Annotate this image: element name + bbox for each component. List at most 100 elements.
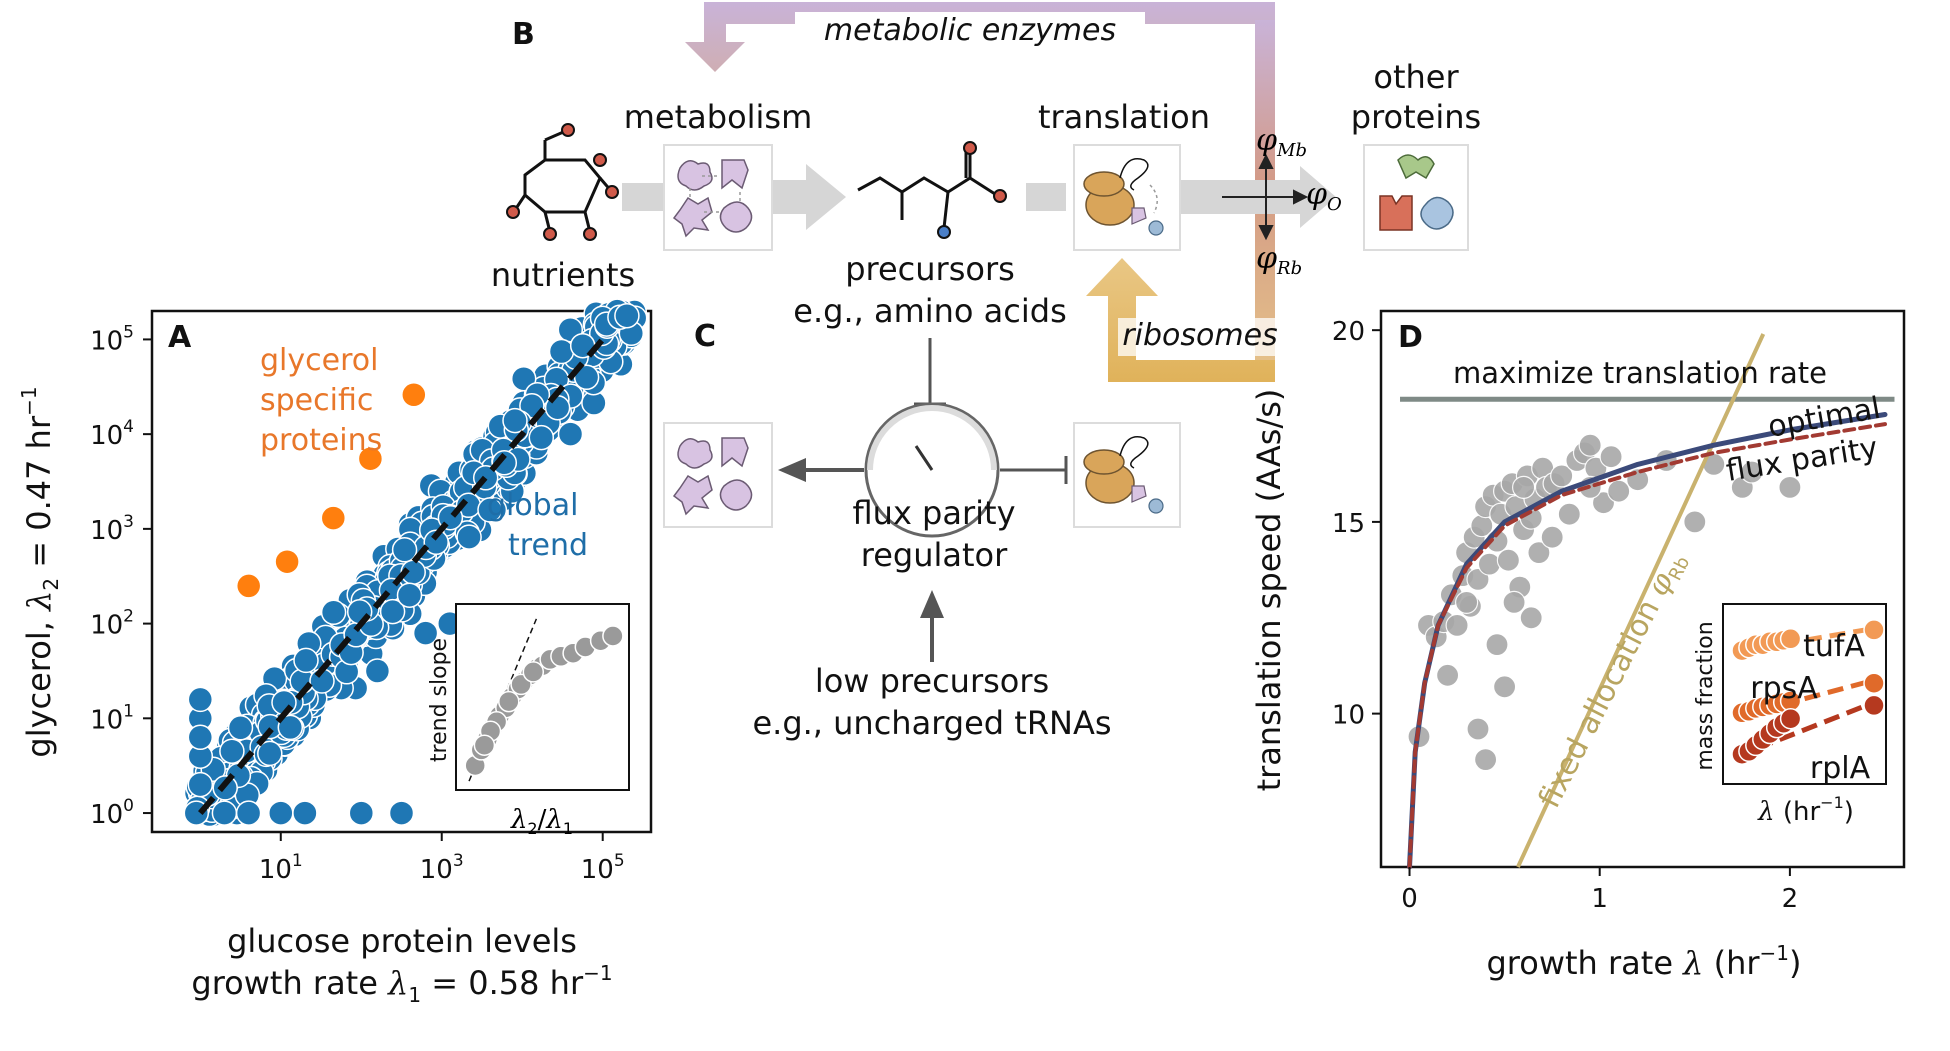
global-point: [412, 620, 439, 646]
flux-parity-curve: [1407, 422, 1887, 869]
data-point: [1435, 663, 1460, 687]
panel-d-inset-plot: [1731, 619, 1885, 765]
inset-tufA-label: tufA: [1803, 629, 1865, 664]
low-precursors-example-label: e.g., uncharged tRNAs: [752, 704, 1111, 742]
x-tick-label: 103: [420, 851, 464, 885]
y-tick-label: 20: [1332, 317, 1365, 347]
translation-label: translation: [1038, 98, 1210, 136]
global-point: [292, 800, 318, 826]
global-point: [293, 647, 319, 674]
panel-b: B metabolic enzymes ribosomes: [491, 2, 1481, 382]
inset-rpsA-label: rpsA: [1750, 671, 1818, 706]
panel-a-frame: [150, 309, 653, 834]
y-tick-label: 105: [90, 322, 134, 356]
fixed-allocation-label: fixed allocation φRb: [1532, 546, 1694, 815]
inset-d-ylabel: mass fraction: [1693, 621, 1718, 770]
flux-arrow-3: [1026, 183, 1066, 211]
inset-d-xlabel: λ (hr−1): [1757, 793, 1854, 827]
phi-mb-label: φMb: [1256, 123, 1307, 161]
x-tick-label: 0: [1401, 884, 1418, 914]
global-label: global trend: [487, 488, 588, 563]
other-proteins-label-1: other: [1373, 58, 1459, 96]
glucose-molecule-icon: [506, 123, 619, 241]
panel-d-xlabel: growth rate λ (hr−1): [1486, 941, 1801, 982]
global-point: [277, 714, 304, 741]
panel-a-ticks: 101 103 105 100 101 102 103 104 105: [90, 322, 625, 885]
global-point: [187, 724, 214, 751]
global-point: [548, 338, 575, 365]
allocation-arrows: [1222, 153, 1309, 241]
regulator-label-2: regulator: [861, 536, 1008, 574]
inset-point-rpsA: [1863, 672, 1885, 694]
metabolic-enzymes-label: metabolic enzymes: [824, 13, 1116, 48]
inset-point-tufA: [1779, 628, 1802, 650]
amino-acid-molecule-icon: [857, 141, 1007, 239]
global-point: [219, 738, 245, 764]
inset-rplA-label: rplA: [1810, 751, 1871, 786]
data-point: [1473, 747, 1498, 772]
global-point: [379, 598, 406, 625]
data-point: [1466, 717, 1490, 741]
data-point: [1445, 613, 1469, 638]
panel-a-ylabel: glycerol, λ2 = 0.47 hr−1: [17, 386, 63, 757]
x-tick-label: 105: [581, 851, 625, 885]
global-point: [187, 686, 214, 713]
y-tick-label: 100: [90, 796, 134, 830]
panel-a-inset-points: [464, 618, 624, 782]
global-point: [257, 740, 283, 767]
flux-arrow-2: [772, 164, 846, 230]
global-point: [348, 800, 375, 826]
global-point: [614, 302, 640, 329]
precursors-example-label: e.g., amino acids: [793, 292, 1066, 330]
specific-point: [320, 505, 347, 531]
panel-d-ylabel: translation speed (AAs/s): [1250, 389, 1288, 792]
data-point: [1454, 590, 1479, 615]
ribosome-icon: [1073, 144, 1181, 251]
global-point: [396, 582, 423, 608]
activation-arrowhead: [778, 458, 806, 482]
inset-a-xlabel: λ2/λ1: [510, 805, 573, 838]
specific-point: [357, 445, 384, 472]
data-point: [1683, 510, 1707, 534]
global-point: [187, 771, 214, 798]
y-tick-label: 15: [1332, 509, 1365, 539]
inset-point: [522, 661, 545, 683]
specific-point: [235, 573, 262, 599]
global-point: [477, 497, 503, 523]
other-proteins-label-2: proteins: [1351, 98, 1481, 136]
data-point: [1502, 590, 1526, 615]
data-point: [1511, 475, 1536, 499]
panel-d-plot: [1400, 333, 1895, 870]
data-point: [1477, 552, 1502, 576]
y-tick-label: 104: [90, 417, 134, 451]
panel-d-label: D: [1398, 320, 1423, 355]
metabolic-enzymes-arrow: [685, 2, 1275, 140]
inset-a-ylabel: trend slope: [427, 638, 452, 762]
ribosomes-label: ribosomes: [1122, 318, 1277, 353]
panel-d-frame: [1379, 309, 1906, 869]
fixed-allocation-line: [1516, 333, 1766, 868]
y-tick-label: 101: [90, 701, 134, 735]
specific-label: glycerol specific proteins: [260, 343, 388, 458]
x-tick-label: 101: [259, 851, 303, 885]
data-point: [1607, 479, 1631, 503]
phi-o-label: φO: [1306, 177, 1342, 215]
y-tick-label: 102: [90, 607, 134, 641]
panel-a-points: [183, 298, 648, 828]
global-point: [227, 715, 254, 741]
panel-b-label: B: [512, 17, 535, 52]
max-rate-label: maximize translation rate: [1453, 356, 1827, 390]
global-point: [456, 524, 482, 550]
panel-c-label: C: [694, 319, 716, 354]
global-point: [491, 450, 518, 476]
global-point: [388, 800, 415, 826]
global-point: [391, 537, 418, 563]
global-point: [502, 407, 528, 434]
inset-point-tufA: [1863, 619, 1885, 641]
x-tick-label: 1: [1591, 884, 1608, 914]
regulator-label-1: flux parity: [853, 494, 1016, 532]
global-point: [268, 800, 294, 826]
precursors-label: precursors: [845, 250, 1015, 288]
data-point: [1519, 606, 1543, 630]
